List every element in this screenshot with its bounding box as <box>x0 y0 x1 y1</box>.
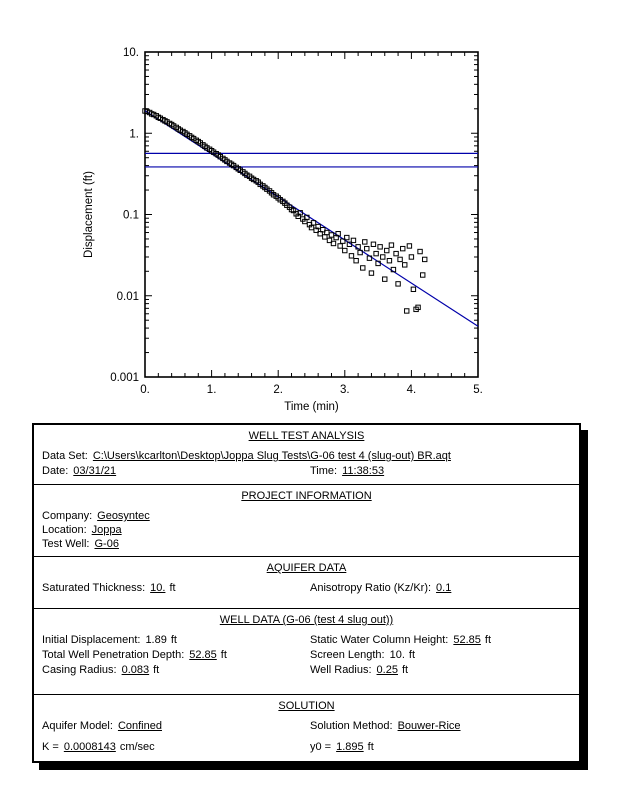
company-row: Company: Geosyntec <box>42 509 571 523</box>
location-value: Joppa <box>91 524 122 536</box>
penetration-value: 52.85 <box>189 649 217 661</box>
static-height-label: Static Water Column Height: <box>310 634 449 646</box>
y0-value: 1.895 <box>336 741 364 753</box>
date-cell: Date: 03/31/21 <box>42 464 310 479</box>
dataset-path: C:\Users\kcarlton\Desktop\Joppa Slug Tes… <box>92 450 451 462</box>
svg-text:5.: 5. <box>473 384 483 396</box>
anisotropy-cell: Anisotropy Ratio (Kz/Kr): 0.1 <box>310 581 571 596</box>
aquifer-row: Saturated Thickness: 10. ft Anisotropy Rat… <box>42 581 571 596</box>
well-row-1: Initial Displacement: 1.89 ft Static Water… <box>42 633 571 648</box>
svg-text:4.: 4. <box>407 384 417 396</box>
screen-length-label: Screen Length: <box>310 649 385 661</box>
saturated-thickness-cell: Saturated Thickness: 10. ft <box>42 581 310 596</box>
section-solution: SOLUTION Aquifer Model: Confined Solution… <box>34 694 579 760</box>
anisotropy-label: Anisotropy Ratio (Kz/Kr): <box>310 582 432 594</box>
penetration-cell: Total Well Penetration Depth: 52.85 ft <box>42 648 310 663</box>
solution-method-label: Solution Method: <box>310 720 393 732</box>
company-value: Geosyntec <box>97 510 150 522</box>
section-title: SOLUTION <box>278 700 335 712</box>
location-label: Location: <box>42 524 87 536</box>
time-value: 11:38:53 <box>342 465 385 477</box>
well-test-analysis-panel: WELL TEST ANALYSIS Data Set: C:\Users\kca… <box>32 423 581 763</box>
svg-text:Time (min): Time (min) <box>284 401 339 413</box>
casing-radius-cell: Casing Radius: 0.083 ft <box>42 663 310 678</box>
well-radius-label: Well Radius: <box>310 664 372 676</box>
k-unit: cm/sec <box>119 741 155 753</box>
aquifer-model-label: Aquifer Model: <box>42 720 113 732</box>
svg-text:Displacement (ft): Displacement (ft) <box>83 171 95 258</box>
anisotropy-value: 0.1 <box>436 582 452 594</box>
displacement-chart: 0. 1. 2. 3. 4. 5. 10. 1. 0.1 0.01 0.001 Time (min) D… <box>83 47 483 413</box>
time-cell: Time: 11:38:53 <box>310 464 571 479</box>
static-height-value: 52.85 <box>453 634 481 646</box>
test-well-value: G-06 <box>94 538 119 550</box>
section-title: WELL DATA (G-06 (test 4 slug out)) <box>219 614 394 626</box>
svg-text:0.: 0. <box>140 384 150 396</box>
solution-method-cell: Solution Method: Bouwer-Rice <box>310 719 571 734</box>
initial-displacement-unit: ft <box>170 634 177 646</box>
svg-text:3.: 3. <box>340 384 350 396</box>
test-well-row: Test Well: G-06 <box>42 537 571 551</box>
static-height-cell: Static Water Column Height: 52.85 ft <box>310 633 571 648</box>
saturated-thickness-unit: ft <box>169 582 176 594</box>
static-height-unit: ft <box>484 634 492 646</box>
k-value: 0.0008143 <box>63 741 116 753</box>
section-well-data: WELL DATA (G-06 (test 4 slug out)) Initi… <box>34 608 579 694</box>
initial-displacement-value: 1.89 <box>145 634 167 646</box>
saturated-thickness-label: Saturated Thickness: <box>42 582 146 594</box>
penetration-unit: ft <box>220 649 227 661</box>
well-radius-unit: ft <box>401 664 409 676</box>
aquifer-model-cell: Aquifer Model: Confined <box>42 719 310 734</box>
svg-text:0.1: 0.1 <box>123 210 139 222</box>
dataset-label: Data Set: <box>42 450 88 462</box>
penetration-label: Total Well Penetration Depth: <box>42 649 185 661</box>
initial-displacement-cell: Initial Displacement: 1.89 ft <box>42 633 310 648</box>
company-label: Company: <box>42 510 93 522</box>
section-well-test-analysis: WELL TEST ANALYSIS Data Set: C:\Users\kca… <box>34 425 579 484</box>
date-time-row: Date: 03/31/21 Time: 11:38:53 <box>42 464 571 479</box>
initial-displacement-label: Initial Displacement: <box>42 634 141 646</box>
svg-text:0.01: 0.01 <box>117 291 139 303</box>
svg-text:1.: 1. <box>207 384 217 396</box>
section-aquifer-data: AQUIFER DATA Saturated Thickness: 10. ft A… <box>34 556 579 608</box>
date-value: 03/31/21 <box>73 465 117 477</box>
displacement-time-plot: 0. 1. 2. 3. 4. 5. 10. 1. 0.1 0.01 0.001 Time (min) D… <box>83 47 483 413</box>
date-label: Date: <box>42 465 69 477</box>
section-title: PROJECT INFORMATION <box>241 490 372 502</box>
casing-radius-value: 0.083 <box>121 664 150 676</box>
screen-length-value: 10. <box>389 649 405 661</box>
well-radius-value: 0.25 <box>376 664 398 676</box>
y0-label: y0 = <box>310 741 332 753</box>
well-radius-cell: Well Radius: 0.25 ft <box>310 663 571 678</box>
well-row-3: Casing Radius: 0.083 ft Well Radius: 0.25 ft <box>42 663 571 678</box>
dataset-row: Data Set: C:\Users\kcarlton\Desktop\Joppa… <box>42 449 571 464</box>
casing-radius-unit: ft <box>153 664 160 676</box>
casing-radius-label: Casing Radius: <box>42 664 117 676</box>
solution-row-1: Aquifer Model: Confined Solution Method: B… <box>42 719 571 734</box>
solution-method-value: Bouwer-Rice <box>397 720 461 732</box>
svg-text:1.: 1. <box>129 128 139 140</box>
time-label: Time: <box>310 465 338 477</box>
svg-text:2.: 2. <box>273 384 283 396</box>
section-project-information: PROJECT INFORMATION Company: Geosyntec Lo… <box>34 484 579 556</box>
section-title: AQUIFER DATA <box>266 562 347 574</box>
section-title: WELL TEST ANALYSIS <box>248 430 365 442</box>
solution-row-2: K = 0.0008143 cm/sec y0 = 1.895 ft <box>42 740 571 755</box>
y0-unit: ft <box>367 741 374 753</box>
aquifer-model-value: Confined <box>117 720 162 732</box>
screen-length-cell: Screen Length: 10. ft <box>310 648 571 663</box>
well-row-2: Total Well Penetration Depth: 52.85 ft Scr… <box>42 648 571 663</box>
y0-cell: y0 = 1.895 ft <box>310 740 571 755</box>
location-row: Location: Joppa <box>42 523 571 537</box>
svg-text:10.: 10. <box>123 47 139 59</box>
screen-length-unit: ft <box>408 649 416 661</box>
saturated-thickness-value: 10. <box>150 582 166 594</box>
svg-text:0.001: 0.001 <box>110 372 139 384</box>
k-cell: K = 0.0008143 cm/sec <box>42 740 310 755</box>
test-well-label: Test Well: <box>42 538 90 550</box>
k-label: K = <box>42 741 59 753</box>
